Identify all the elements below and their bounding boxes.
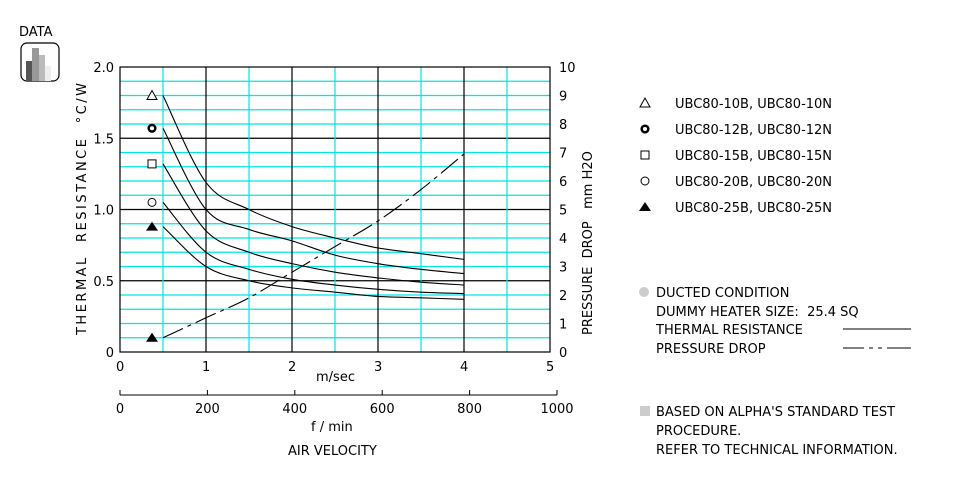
circle-bold-marker — [640, 124, 650, 134]
y2-tick-label: 0 — [559, 346, 567, 361]
y2-tick-label: 5 — [559, 204, 567, 219]
grid — [120, 67, 550, 352]
series-markers — [146, 89, 158, 342]
x2-tick-label: 600 — [370, 402, 395, 417]
x-title: AIR VELOCITY — [288, 444, 377, 459]
triangle-filled-marker — [639, 202, 651, 211]
y2-tick-label: 8 — [559, 118, 567, 133]
legend-label: UBC80-25B, UBC80-25N — [675, 201, 832, 216]
note-heater: DUMMY HEATER SIZE: 25.4 SQ — [656, 305, 859, 320]
triangle-filled-marker — [146, 332, 158, 342]
y2-tick-label: 6 — [559, 175, 567, 190]
x2-tick-label: 0 — [116, 402, 124, 417]
y2-axis-label: PRESSURE DROP mm H2O — [581, 151, 596, 335]
legend-label: UBC80-12B, UBC80-12N — [675, 123, 832, 138]
thermal-resistance-line — [162, 163, 465, 286]
y-tick-label: 1.5 — [93, 132, 114, 147]
legend-label: UBC80-15B, UBC80-15N — [675, 149, 832, 164]
y-tick-label: 0.5 — [93, 275, 114, 290]
y2-tick-label: 4 — [559, 232, 567, 247]
legend: UBC80-10B, UBC80-10N UBC80-12B, UBC80-12N… — [639, 96, 832, 216]
data-badge: DATA — [19, 25, 60, 82]
circle-open-marker — [147, 197, 157, 207]
note-thermal: THERMAL RESISTANCE — [655, 323, 803, 338]
note-procedure: PROCEDURE. — [656, 424, 741, 439]
x-axis-label: m/sec — [316, 370, 355, 385]
y-tick-label: 2.0 — [93, 61, 114, 76]
circle-open-marker — [640, 176, 650, 186]
legend-label: UBC80-20B, UBC80-20N — [675, 175, 832, 190]
thermal-resistance-line — [162, 226, 465, 300]
square-open-marker — [147, 159, 157, 169]
triangle-open-marker — [639, 96, 651, 108]
thermal-resistance-line — [162, 95, 465, 260]
note-refer: REFER TO TECHNICAL INFORMATION. — [656, 443, 898, 458]
circle-bold-marker — [147, 123, 157, 133]
axis-labels: m/sec f / min AIR VELOCITY THERMAL RESIS… — [75, 61, 596, 459]
note-ducted: DUCTED CONDITION — [656, 286, 790, 301]
legend-label: UBC80-10B, UBC80-10N — [675, 97, 832, 112]
y-tick-label: 1.0 — [93, 204, 114, 219]
note-pressure: PRESSURE DROP — [656, 342, 766, 357]
y-tick-label: 0 — [106, 346, 114, 361]
bar-chart-icon — [26, 48, 51, 81]
y2-tick-label: 2 — [559, 289, 567, 304]
y2-tick-label: 7 — [559, 147, 567, 162]
square-open-marker — [640, 150, 650, 160]
note-based: BASED ON ALPHA'S STANDARD TEST — [656, 405, 895, 420]
x2-tick-label: 400 — [282, 402, 307, 417]
series-lines — [162, 95, 465, 339]
x-tick-label: 0 — [116, 360, 124, 375]
y2-tick-label: 10 — [559, 61, 576, 76]
triangle-open-marker — [146, 89, 158, 100]
x2-tick-label: 800 — [457, 402, 482, 417]
x-tick-label: 3 — [374, 360, 382, 375]
x-tick-label: 5 — [546, 360, 554, 375]
y2-tick-label: 3 — [559, 261, 567, 276]
x2-tick-label: 200 — [195, 402, 220, 417]
x2-axis-label: f / min — [311, 420, 353, 435]
notes: DUCTED CONDITION DUMMY HEATER SIZE: 25.4… — [639, 286, 911, 458]
y2-tick-label: 1 — [559, 318, 567, 333]
plot-frame — [119, 66, 551, 353]
pressure-drop-line — [162, 153, 465, 339]
y-axis-label: THERMAL RESISTANCE °C/W — [75, 83, 90, 336]
axes — [119, 66, 558, 396]
y2-tick-label: 9 — [559, 90, 567, 105]
x-tick-label: 1 — [202, 360, 210, 375]
thermal-resistance-line — [162, 128, 465, 275]
triangle-filled-marker — [146, 221, 158, 231]
thermal-resistance-line — [162, 202, 465, 295]
x2-tick-label: 1000 — [540, 402, 573, 417]
x-tick-label: 2 — [288, 360, 296, 375]
badge-label: DATA — [19, 25, 53, 40]
x-tick-label: 4 — [460, 360, 468, 375]
